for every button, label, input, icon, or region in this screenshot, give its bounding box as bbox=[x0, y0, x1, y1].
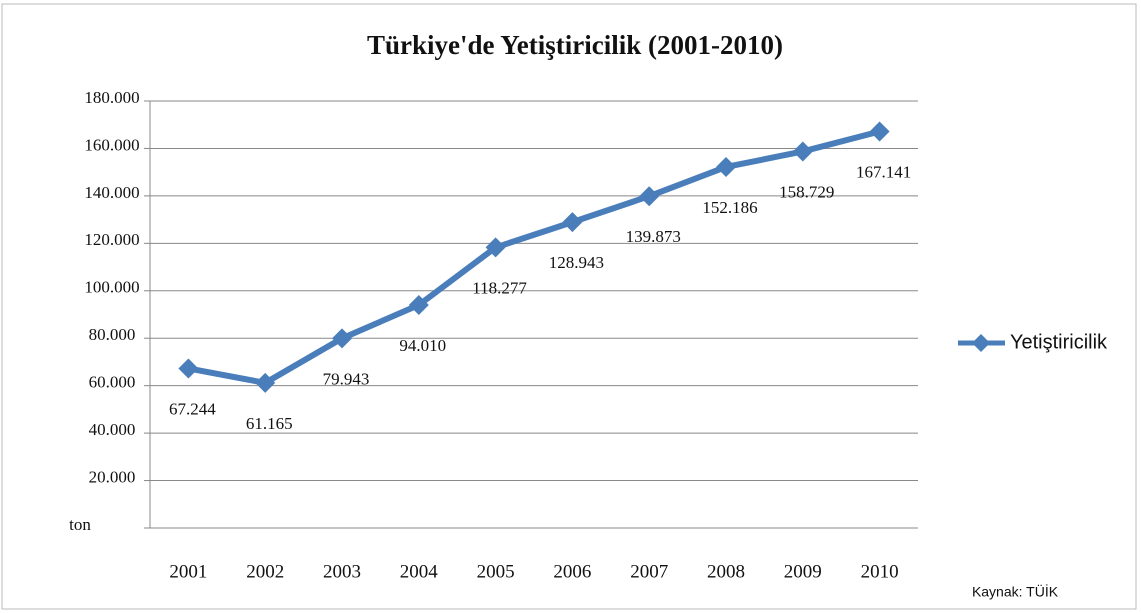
x-tick-label: 2003 bbox=[323, 561, 361, 582]
data-point bbox=[255, 372, 276, 393]
y-tick-label: 80.000 bbox=[89, 325, 136, 344]
x-tick-label: 2001 bbox=[169, 561, 207, 582]
data-label: 94.010 bbox=[399, 336, 446, 355]
data-label: 61.165 bbox=[246, 414, 293, 433]
data-label: 79.943 bbox=[323, 369, 370, 388]
legend-marker bbox=[972, 334, 990, 352]
data-point bbox=[639, 186, 660, 207]
x-tick-label: 2007 bbox=[630, 561, 668, 582]
y-tick-label: 140.000 bbox=[84, 183, 139, 202]
y-tick-label: 20.000 bbox=[89, 467, 136, 486]
data-point bbox=[792, 141, 813, 162]
legend-label: Yetiştiricilik bbox=[1010, 331, 1108, 353]
data-label: 167.141 bbox=[856, 162, 911, 181]
data-point bbox=[485, 237, 506, 258]
data-label: 67.244 bbox=[169, 399, 216, 418]
series-line bbox=[187, 128, 881, 386]
x-tick-label: 2004 bbox=[400, 561, 439, 582]
x-tick-label: 2010 bbox=[861, 561, 899, 582]
data-label: 139.873 bbox=[626, 227, 681, 246]
data-point bbox=[716, 156, 736, 177]
data-label: 128.943 bbox=[549, 253, 604, 272]
y-tick-label: 160.000 bbox=[84, 135, 139, 154]
y-tick-label: ton bbox=[69, 515, 91, 534]
data-point bbox=[408, 294, 429, 315]
x-tick-label: 2002 bbox=[246, 561, 284, 582]
data-point bbox=[869, 121, 890, 142]
y-tick-label: 100.000 bbox=[84, 278, 139, 297]
x-tick-label: 2005 bbox=[477, 561, 515, 582]
data-point bbox=[562, 212, 583, 233]
chart-title: Türkiye'de Yetiştiricilik (2001-2010) bbox=[367, 30, 783, 60]
x-tick-label: 2009 bbox=[784, 561, 822, 582]
y-tick-label: 180.000 bbox=[84, 88, 139, 107]
data-label: 118.277 bbox=[472, 278, 527, 297]
data-point bbox=[178, 358, 199, 379]
x-tick-label: 2006 bbox=[553, 561, 591, 582]
y-tick-label: 120.000 bbox=[84, 230, 139, 249]
data-point bbox=[332, 328, 352, 349]
source-note: Kaynak: TÜİK bbox=[972, 583, 1059, 600]
y-tick-label: 40.000 bbox=[89, 420, 136, 439]
chart-frame bbox=[1, 3, 1137, 610]
data-label: 152.186 bbox=[702, 198, 757, 217]
data-label: 158.729 bbox=[779, 182, 834, 201]
y-tick-label: 60.000 bbox=[89, 373, 136, 392]
x-tick-label: 2008 bbox=[707, 561, 745, 582]
